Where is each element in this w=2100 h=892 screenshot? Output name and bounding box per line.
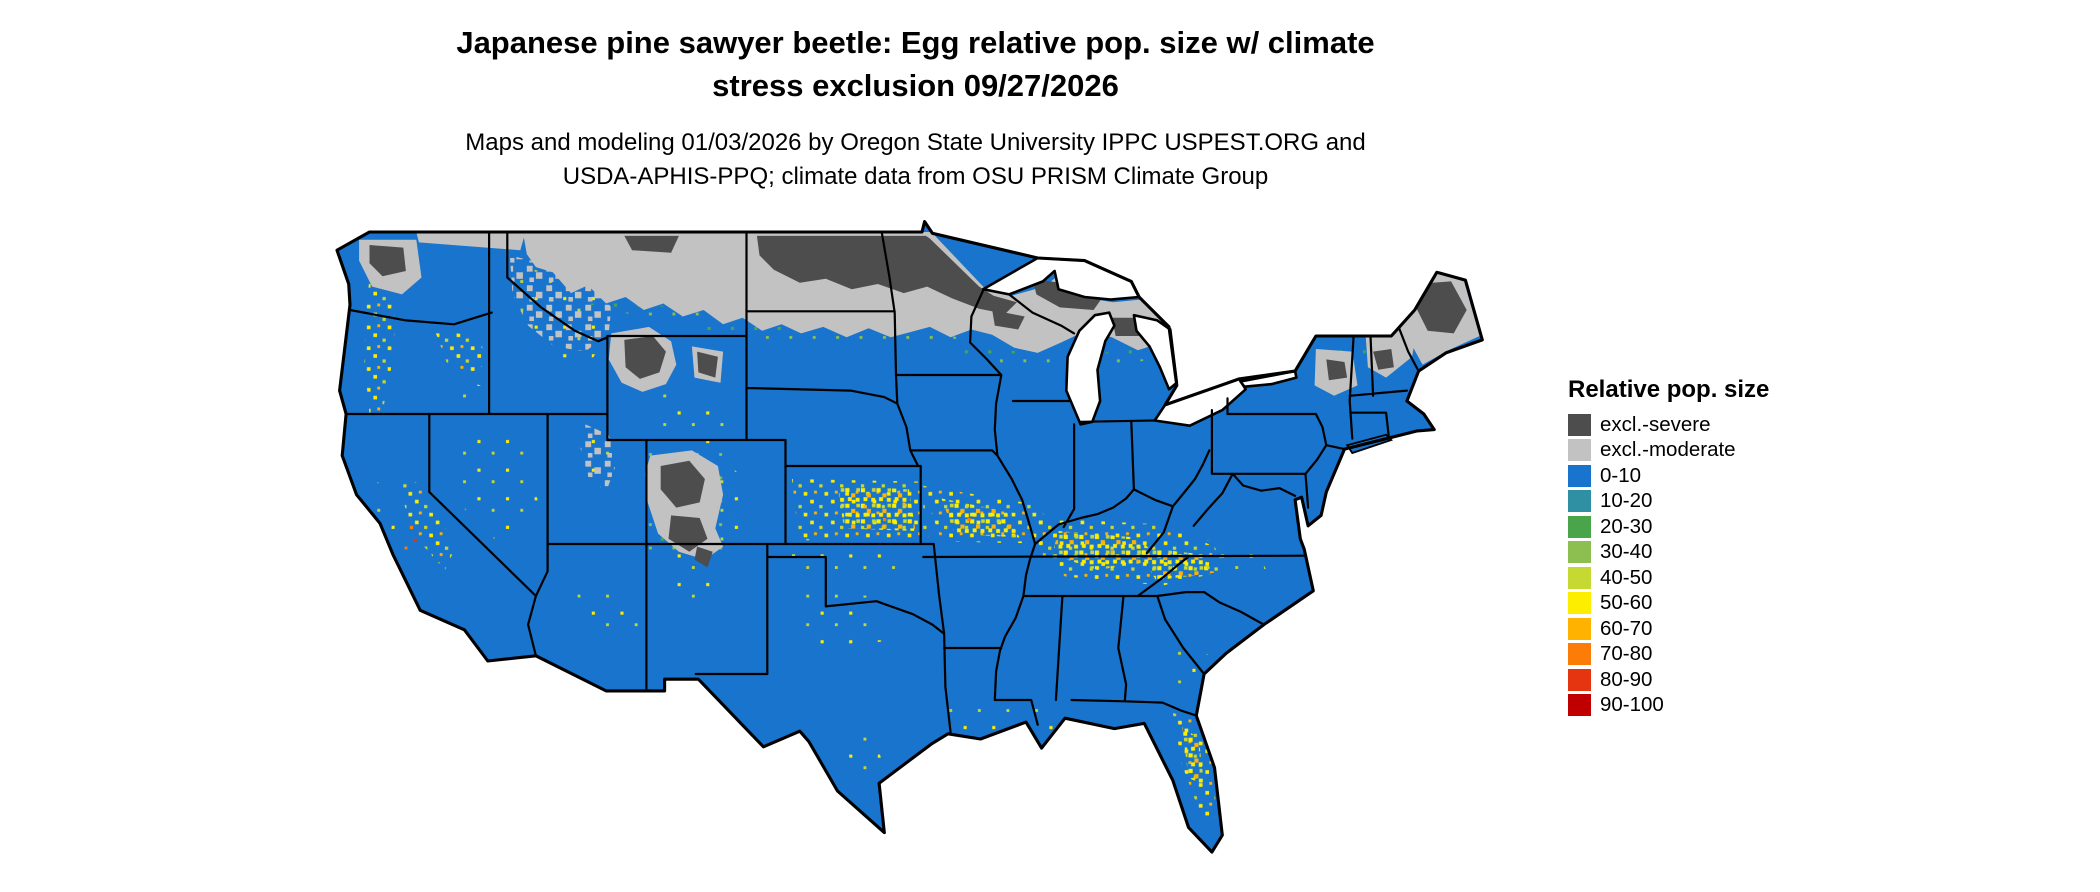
legend-swatch <box>1568 515 1591 538</box>
legend-item: excl.-severe <box>1568 412 1848 438</box>
excl-moderate-mix <box>509 255 617 492</box>
subtitle-line1: Maps and modeling 01/03/2026 by Oregon S… <box>465 128 1366 156</box>
excl-severe-regions <box>369 235 1467 568</box>
great-lakes <box>981 256 1298 428</box>
risk-speckle-regions <box>363 264 1267 817</box>
subtitle-line2: USDA-APHIS-PPQ; climate data from OSU PR… <box>562 162 1269 190</box>
legend-item: 0-10 <box>1568 463 1848 489</box>
legend-swatch <box>1568 541 1591 564</box>
legend-label: 20-30 <box>1600 514 1653 538</box>
legend-item: 40-50 <box>1568 565 1848 591</box>
legend-label: 90-100 <box>1600 693 1664 717</box>
legend-item: 50-60 <box>1568 591 1848 617</box>
legend-label: 80-90 <box>1600 667 1653 691</box>
page-title-line2: stress exclusion 09/27/2026 <box>712 67 1119 103</box>
legend-item: 20-30 <box>1568 514 1848 540</box>
risk-hotspot-specks <box>404 502 1140 563</box>
legend-label: 10-20 <box>1600 489 1653 513</box>
legend-label: 40-50 <box>1600 565 1653 589</box>
legend-swatch <box>1568 464 1591 487</box>
legend-label: 50-60 <box>1600 591 1653 615</box>
legend-item: 80-90 <box>1568 667 1848 693</box>
legend-swatch <box>1568 668 1591 691</box>
legend-swatch <box>1568 592 1591 615</box>
legend-swatch <box>1568 617 1591 640</box>
legend-swatch <box>1568 694 1591 717</box>
legend-label: 30-40 <box>1600 540 1653 564</box>
subtitle: Maps and modeling 01/03/2026 by Oregon S… <box>308 126 1523 194</box>
legend-swatch <box>1568 566 1591 589</box>
legend-item: 10-20 <box>1568 489 1848 515</box>
legend-label: 60-70 <box>1600 616 1653 640</box>
lake-huron <box>1132 313 1179 391</box>
us-map-svg <box>335 220 1484 854</box>
legend-item: excl.-moderate <box>1568 438 1848 464</box>
header: Japanese pine sawyer beetle: Egg relativ… <box>308 22 1523 194</box>
page-title-line1: Japanese pine sawyer beetle: Egg relativ… <box>456 25 1375 60</box>
legend-item: 60-70 <box>1568 616 1848 642</box>
us-map <box>308 206 1523 882</box>
legend-swatch <box>1568 643 1591 666</box>
conus-outline <box>335 220 1484 854</box>
legend-title: Relative pop. size <box>1568 376 1770 403</box>
legend-swatch <box>1568 413 1591 436</box>
lake-michigan <box>1065 311 1116 426</box>
legend-label: excl.-severe <box>1600 412 1711 436</box>
legend-label: 70-80 <box>1600 642 1653 666</box>
legend-swatch <box>1568 439 1591 462</box>
legend-label: excl.-moderate <box>1600 438 1736 462</box>
legend-label: 0-10 <box>1600 463 1642 487</box>
legend-item: 70-80 <box>1568 642 1848 668</box>
legend-swatch <box>1568 490 1591 513</box>
legend: Relative pop. size excl.-severe excl.-mo… <box>1568 376 1848 718</box>
legend-item: 30-40 <box>1568 540 1848 566</box>
legend-item: 90-100 <box>1568 693 1848 719</box>
state-borders <box>344 230 1420 734</box>
